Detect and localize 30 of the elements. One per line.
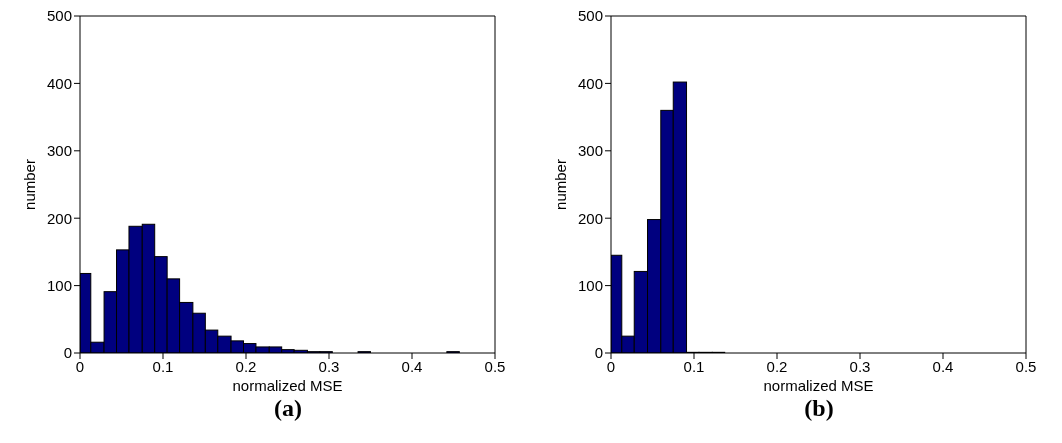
y-tick-label: 500 [46, 7, 72, 25]
y-tick-label: 0 [63, 344, 72, 362]
y-tick-label: 200 [46, 209, 72, 227]
y-axis-title: number [552, 159, 570, 210]
x-tick-label: 0.2 [235, 357, 257, 375]
y-tick-label: 300 [577, 142, 603, 160]
y-tick-label: 400 [577, 74, 603, 92]
x-tick-label: 0.4 [932, 357, 954, 375]
x-tick-label: 0.3 [849, 357, 871, 375]
x-tick-label: 0.4 [401, 357, 423, 375]
y-tick-label: 300 [46, 142, 72, 160]
x-axis-title: normalized MSE [232, 377, 343, 394]
x-tick-label: 0 [75, 357, 85, 375]
y-tick-label: 100 [577, 276, 603, 294]
x-tick-label: 0.1 [683, 357, 705, 375]
x-tick-label: 0.3 [318, 357, 340, 375]
y-tick-label: 200 [577, 209, 603, 227]
x-tick-label: 0.5 [1015, 357, 1037, 375]
x-tick-label: 0.1 [152, 357, 174, 375]
y-tick-label: 0 [594, 344, 603, 362]
y-axis-title: number [21, 159, 39, 210]
x-tick-label: 0.2 [766, 357, 788, 375]
x-axis-title: normalized MSE [763, 377, 874, 394]
x-tick-label: 0 [606, 357, 616, 375]
y-tick-label: 400 [46, 74, 72, 92]
x-tick-label: 0.5 [484, 357, 506, 375]
y-tick-label: 100 [46, 276, 72, 294]
text: (b) [803, 395, 835, 422]
text: (a) [273, 395, 303, 422]
y-tick-label: 500 [577, 7, 603, 25]
